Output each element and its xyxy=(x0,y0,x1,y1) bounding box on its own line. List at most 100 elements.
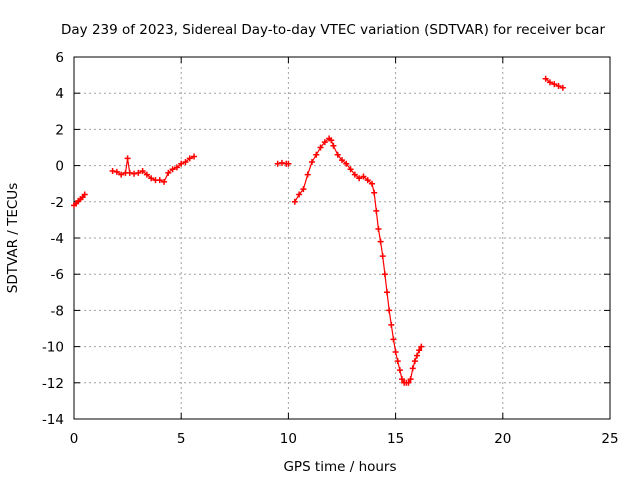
data-point xyxy=(148,175,155,182)
y-tick-label: -10 xyxy=(42,340,64,356)
data-point xyxy=(411,358,418,365)
data-point xyxy=(390,336,397,343)
data-point xyxy=(131,170,138,177)
data-point xyxy=(356,175,363,182)
x-tick-label: 10 xyxy=(280,431,297,447)
data-point xyxy=(377,238,384,245)
data-point xyxy=(161,178,168,185)
y-tick-label: 4 xyxy=(55,86,64,102)
series-segment-1 xyxy=(71,191,88,209)
data-point xyxy=(124,155,131,162)
data-point xyxy=(407,376,414,383)
x-tick-label: 5 xyxy=(177,431,186,447)
data-point xyxy=(313,151,320,158)
data-point xyxy=(405,379,412,386)
series-segment-5 xyxy=(542,75,566,91)
data-point xyxy=(381,271,388,278)
gridlines xyxy=(74,57,610,419)
data-point xyxy=(274,160,281,167)
x-tick-label: 15 xyxy=(387,431,404,447)
data-point xyxy=(156,177,163,184)
y-tick-labels: -14 -12 -10 -8 -6 -4 -2 0 2 4 6 xyxy=(42,50,64,428)
data-point xyxy=(546,79,553,86)
data-point xyxy=(321,139,328,146)
series-segment-3 xyxy=(274,159,292,167)
series-segment-4 xyxy=(291,135,425,386)
data-point xyxy=(416,347,423,354)
data-point xyxy=(173,164,180,171)
data-point xyxy=(143,171,150,178)
y-tick-label: -6 xyxy=(51,267,64,283)
data-point xyxy=(328,137,335,144)
data-point xyxy=(392,349,399,356)
y-tick-label: -14 xyxy=(42,412,64,428)
data-point xyxy=(343,160,350,167)
data-point xyxy=(300,186,307,193)
data-point xyxy=(414,352,421,359)
data-point xyxy=(308,158,315,165)
y-tick-label: 6 xyxy=(55,50,64,66)
data-point xyxy=(182,158,189,165)
data-point xyxy=(351,171,358,178)
data-point xyxy=(399,376,406,383)
data-point xyxy=(551,81,558,88)
data-point xyxy=(347,166,354,173)
data-point xyxy=(330,142,337,149)
data-point xyxy=(169,166,176,173)
series-segment-2 xyxy=(109,153,198,185)
data-point xyxy=(388,321,395,328)
chart-title: Day 239 of 2023, Sidereal Day-to-day VTE… xyxy=(61,22,605,38)
data-point xyxy=(396,367,403,374)
data-series xyxy=(71,75,566,386)
y-tick-label: -4 xyxy=(51,231,64,247)
data-point xyxy=(139,168,146,175)
x-tick-label: 20 xyxy=(494,431,511,447)
data-point xyxy=(334,151,341,158)
data-point xyxy=(285,160,292,167)
data-point xyxy=(304,171,311,178)
data-point xyxy=(542,75,549,82)
data-point xyxy=(418,343,425,350)
data-point xyxy=(375,225,382,232)
data-point xyxy=(291,198,298,205)
data-point xyxy=(191,153,198,160)
data-point xyxy=(364,177,371,184)
data-point xyxy=(81,191,88,198)
y-axis-label: SDTVAR / TECUs xyxy=(5,183,21,293)
data-point xyxy=(278,159,285,166)
data-point xyxy=(178,160,185,167)
x-axis-label: GPS time / hours xyxy=(283,459,396,475)
data-point xyxy=(118,171,125,178)
data-point xyxy=(555,82,562,89)
data-point xyxy=(559,84,566,91)
data-point xyxy=(360,173,367,180)
data-point xyxy=(379,253,386,260)
data-point xyxy=(386,307,393,314)
y-tick-label: -2 xyxy=(51,195,64,211)
data-point xyxy=(384,289,391,296)
data-point xyxy=(296,191,303,198)
data-point xyxy=(135,169,142,176)
data-point xyxy=(113,168,120,175)
y-tick-label: -8 xyxy=(51,303,64,319)
data-point xyxy=(371,189,378,196)
data-point xyxy=(369,180,376,187)
data-point xyxy=(339,157,345,164)
plot-frame xyxy=(73,56,611,420)
data-point xyxy=(409,365,416,372)
data-point xyxy=(109,168,116,175)
x-tick-labels: 0 5 10 15 20 25 xyxy=(70,431,619,447)
y-tick-label: -12 xyxy=(42,376,64,392)
x-tick-label: 0 xyxy=(70,431,79,447)
data-point xyxy=(394,358,401,365)
y-tick-label: 2 xyxy=(55,122,64,138)
x-tick-label: 25 xyxy=(601,431,618,447)
data-point xyxy=(317,144,324,151)
data-point xyxy=(126,169,133,176)
data-point xyxy=(165,169,172,176)
data-point xyxy=(186,155,193,162)
y-tick-label: 0 xyxy=(55,159,64,175)
data-point xyxy=(373,207,380,214)
